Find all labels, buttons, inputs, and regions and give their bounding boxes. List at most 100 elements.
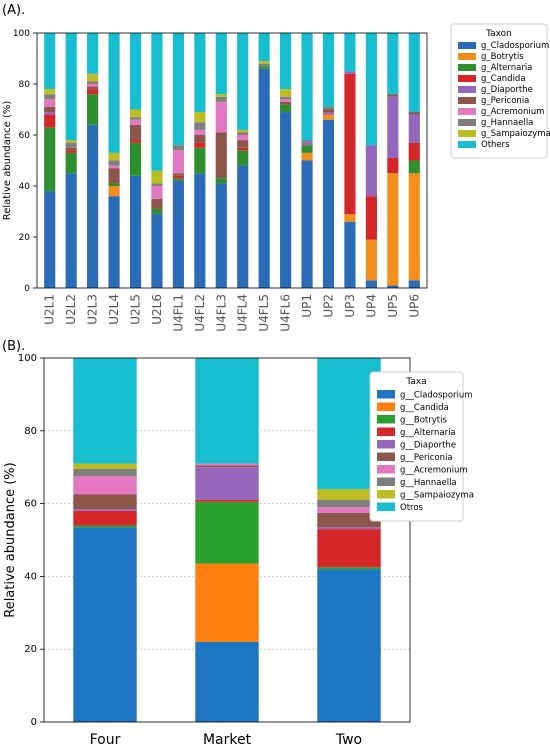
bar-u4fl3-g-periconia [215,132,227,179]
y-tick-label: 40 [19,182,31,192]
bar-u4fl6-g-acremonium [280,99,292,102]
bar-up5-g-diaporthe [387,96,399,158]
bar-u4fl2-g-alternaria [194,147,206,174]
bar-u4fl4-g-hannaella [237,132,249,135]
legend-label-g-hannaella: g__Hannaella [400,478,457,488]
bar-u4fl5-g-alternaria [258,66,270,69]
legend-swatch-g-alternaria [377,427,395,436]
bar-u4fl2-g-periconia [194,135,206,143]
bar-u4fl2-g-acremonium [194,129,206,135]
bar-u2l5-g-periconia [129,124,142,141]
bar-market-g-alternaria [195,499,259,502]
x-tick-label: UP5 [386,294,400,318]
bar-u2l5-others [129,33,142,110]
bar-u4fl2-g-sampaiozyma [194,112,206,123]
legend-title: Taxa [405,377,426,387]
legend-label-g-alternaria: g__Alternaria [400,428,456,438]
legend-swatch-g-hannaella [458,119,476,126]
bar-u4fl3-g-alternaria [215,178,227,184]
bar-u4fl1-g-hannaella [172,145,184,151]
bar-u4fl6-g-hannaella [280,96,292,100]
legend-swatch-g-hannaella [377,477,395,486]
bar-u2l3-g-sampaiozyma [87,73,99,82]
x-tick-label: U4FL6 [279,294,293,332]
bar-up2-g-diaporthe [322,112,335,115]
legend-label-g-acremonium: g_Acremonium [481,107,544,117]
bar-up1-others [301,33,313,141]
x-tick-label: UP6 [407,294,421,318]
bar-u2l1-others [44,33,56,90]
bar-u2l6-others [151,33,163,171]
bar-up2-g-botrytis [322,114,335,120]
bar-up4-g-candida [365,196,377,240]
legend-label-g-sampaiozyma: g__Sampaiozyma [400,491,474,501]
legend-label-g-sampaiozyma: g_Sampaiozyma [481,129,550,139]
panel-b-label: (B). [2,339,25,354]
bar-u4fl6-g-sampaiozyma [280,89,292,97]
bar-u4fl3-others [215,33,227,95]
y-tick-label: 60 [19,131,31,141]
bar-u2l5-g-cladosporium [129,175,142,288]
bar-two-g-acremonium [317,507,381,513]
bar-u4fl4-g-candida [237,147,249,151]
bar-four-g-sampaiozyma [73,463,137,470]
bar-up5-others [387,33,399,95]
chart-a: U2L1 U2L2 U2L3 U2L4 U2L5 U2L6 U4FL1 U4FL2 U4FL3 U… [2,23,550,332]
bar-u4fl6-g-periconia [280,101,292,105]
bar-u2l6-g-alternaria [151,208,163,215]
bar-four-otros [73,358,137,464]
bar-up5-g-botrytis [387,173,399,286]
bar-u2l4-g-cladosporium [108,196,120,288]
legend-label-g-cladosporium: g__Cladosporium [400,391,473,401]
bar-u4fl2-others [194,33,206,113]
legend-label-g-periconia: g_Periconia [481,96,529,106]
bar-u4fl5-others [258,33,270,62]
bar-four-g-botrytis [73,525,137,528]
legend-swatch-others [458,141,476,148]
bar-u2l5-g-candida [129,140,142,143]
bar-u2l2-g-cladosporium [65,173,77,288]
legend-label-g-alternaria: g_Alternaria [481,63,532,73]
bar-u2l1-g-alternaria [44,127,56,192]
bar-u2l3-others [87,33,99,74]
bar-u4fl5-g-sampaiozyma [258,61,270,64]
legend-label-g-candida: g__Candida [400,403,449,413]
legend-label-g-diaporthe: g__Diaporthe [400,441,456,451]
bar-u4fl4-others [237,33,249,130]
legend-swatch-g-cladosporium [458,42,476,49]
panel-a-label: (A). [2,3,25,18]
x-tick-label: UP2 [322,294,336,318]
bar-up4-g-cladosporium [365,280,377,288]
x-tick-label: U4FL2 [193,294,207,332]
legend-swatch-g-acremonium [458,108,476,115]
bar-u2l2-g-periconia [65,147,77,151]
bar-four-g-diaporthe [73,509,137,511]
bar-up3-g-cladosporium [344,221,356,288]
bar-up4-others [365,33,377,146]
bar-u2l5-g-acremonium [129,119,142,125]
bar-u4fl2-g-candida [194,142,206,148]
bar-up1-g-alternaria [301,145,313,153]
bar-u4fl4-g-sampaiozyma [237,129,249,133]
y-tick-label: 0 [31,717,37,728]
bar-market-g-candida [195,563,259,642]
bar-up5-g-periconia [387,94,399,97]
x-tick-label: U4FL5 [257,294,271,332]
x-tick-label: UP1 [300,294,314,318]
bar-two-g-alternaria [317,529,381,568]
bar-two-g-botrytis [317,567,381,570]
bar-up3-g-candida [344,73,356,215]
y-tick-label: 40 [24,571,37,582]
legend-swatch-g-diaporthe [458,86,476,93]
bar-two-g-sampaiozyma [317,489,381,500]
y-tick-label: 80 [24,426,37,437]
plot-frame [43,357,411,723]
bar-u2l1-g-diaporthe [44,112,56,115]
y-tick-label: 100 [13,29,30,39]
bar-u4fl6-others [280,33,292,90]
bar-u2l1-g-cladosporium [44,191,56,288]
bar-up5-g-cladosporium [387,285,399,288]
y-axis-label: Relative abundance (%) [3,462,18,618]
bar-up6-others [408,33,420,113]
